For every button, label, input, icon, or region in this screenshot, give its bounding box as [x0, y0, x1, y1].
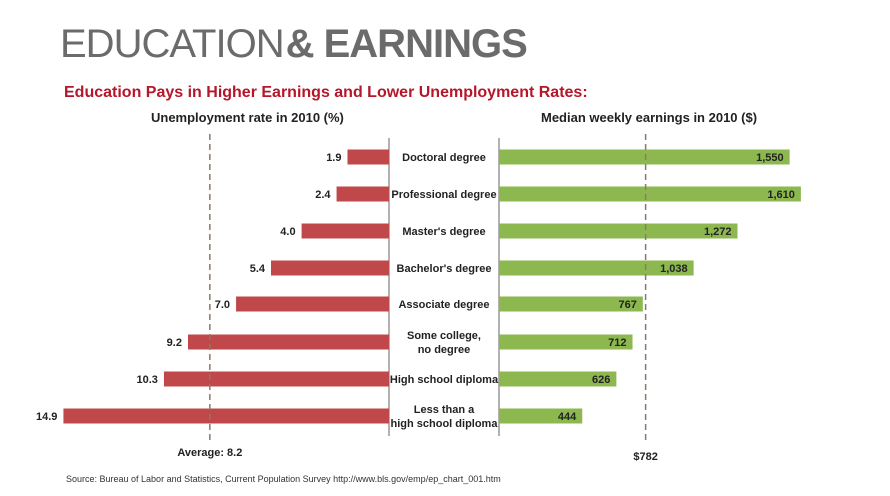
category-label: Professional degree — [391, 189, 496, 201]
chart-subtitle: Education Pays in Higher Earnings and Lo… — [64, 84, 588, 101]
unemployment-bar — [63, 408, 390, 424]
category-label: Master's degree — [402, 226, 485, 238]
category-label: High school diploma — [390, 374, 499, 386]
unemployment-bar — [336, 186, 389, 202]
earnings-bar — [499, 408, 583, 424]
unemployment-value-label: 4.0 — [280, 226, 295, 238]
earnings-bar — [499, 149, 790, 165]
earnings-value-label: 1,272 — [704, 226, 732, 238]
unemployment-value-label: 7.0 — [215, 299, 230, 311]
unemployment-bar — [271, 260, 389, 276]
earnings-value-label: 1,610 — [767, 189, 795, 201]
earnings-bar — [499, 186, 801, 202]
unemployment-panel-title: Unemployment rate in 2010 (%) — [151, 110, 344, 125]
category-label: Bachelor's degree — [397, 263, 492, 275]
earnings-value-label: 626 — [592, 374, 610, 386]
category-label: Doctoral degree — [402, 152, 486, 164]
earnings-value-label: 444 — [558, 411, 577, 423]
earnings-bar — [499, 334, 633, 350]
unemployment-value-label: 5.4 — [250, 263, 266, 275]
category-label: Associate degree — [398, 299, 489, 311]
earnings-value-label: 712 — [608, 337, 626, 349]
earnings-value-label: 1,038 — [660, 263, 688, 275]
earnings-bar — [499, 223, 738, 239]
earnings-panel-title: Median weekly earnings in 2010 ($) — [541, 110, 758, 125]
unemployment-bar — [347, 149, 389, 165]
unemployment-value-label: 2.4 — [315, 189, 331, 201]
earnings-bar — [499, 371, 617, 387]
unemployment-bar — [301, 223, 389, 239]
unemployment-value-label: 14.9 — [36, 411, 57, 423]
median-earnings-label: $782 — [633, 451, 657, 463]
category-label: Some college, — [407, 330, 481, 342]
unemployment-value-label: 1.9 — [326, 152, 341, 164]
unemployment-value-label: 10.3 — [137, 374, 158, 386]
average-unemployment-label: Average: 8.2 — [177, 447, 242, 459]
page-title-bold: & EARNINGS — [285, 22, 528, 66]
unemployment-bar — [236, 296, 389, 312]
earnings-value-label: 1,550 — [756, 152, 784, 164]
category-label: no degree — [418, 344, 471, 356]
page-title: EDUCATION& EARNINGS — [60, 20, 528, 68]
earnings-value-label: 767 — [618, 299, 636, 311]
unemployment-value-label: 9.2 — [167, 337, 182, 349]
page-title-light: EDUCATION — [60, 22, 285, 66]
source-note: Source: Bureau of Labor and Statistics, … — [66, 474, 501, 484]
category-label: Less than a — [414, 404, 475, 416]
unemployment-bar — [163, 371, 389, 387]
earnings-bar — [499, 296, 643, 312]
category-label: high school diploma — [391, 418, 499, 430]
unemployment-bar — [187, 334, 389, 350]
